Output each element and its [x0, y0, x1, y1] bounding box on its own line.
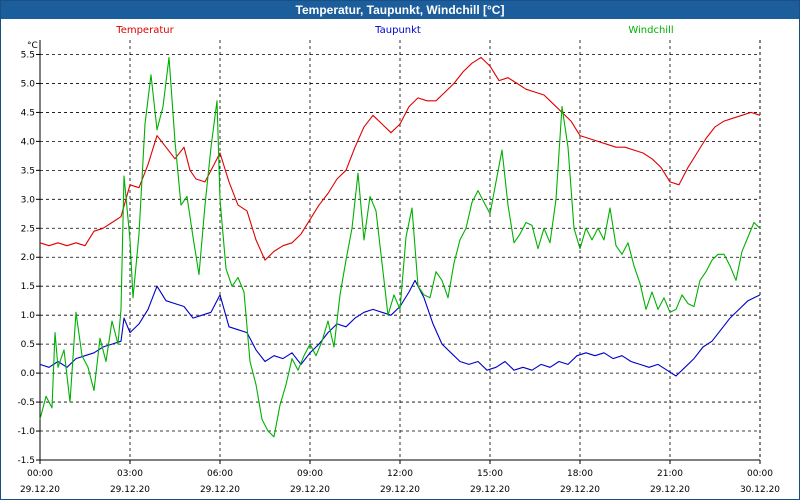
x-tick-time-label: 21:00: [657, 469, 683, 479]
x-tick-time-label: 03:00: [117, 469, 143, 479]
x-tick-date-label: 29.12.20: [380, 485, 420, 495]
series-line-windchill: [39, 56, 761, 438]
x-tick-date-label: 29.12.20: [110, 485, 150, 495]
legend-entry-taupunkt: Taupunkt: [374, 25, 421, 36]
x-tick-date-label: 29.12.20: [290, 485, 330, 495]
x-tick-date-label: 29.12.20: [20, 485, 60, 495]
x-tick-time-label: 15:00: [477, 469, 503, 479]
x-tick-date-label: 29.12.20: [650, 485, 690, 495]
y-tick-label: 1.0: [21, 311, 36, 321]
legend-entry-windchill: Windchill: [628, 25, 673, 36]
x-tick-time-label: 00:00: [747, 469, 773, 479]
x-tick-time-label: 12:00: [387, 469, 413, 479]
y-tick-labels: -1.5 -1.0 -0.5 0.0 0.5 1.0 1.5 2.0 2.5 3.0 3.5 4.0 4…: [17, 50, 35, 466]
x-tick-labels: 00:00 29.12.20 03:00 29.12.20 06:00 29.12.20 0…: [20, 469, 780, 495]
y-tick-label: -1.5: [17, 456, 35, 466]
y-tick-label: 0.5: [21, 340, 35, 350]
y-tick-label: 5.5: [21, 50, 35, 60]
x-tick-date-label: 29.12.20: [200, 485, 240, 495]
y-tick-label: 2.5: [21, 224, 35, 234]
series-line-taupunkt: [39, 279, 761, 377]
legend: Temperatur Taupunkt Windchill: [115, 25, 673, 36]
y-tick-label: 2.0: [21, 253, 36, 263]
x-tick-date-label: 29.12.20: [560, 485, 600, 495]
series-line-temperatur: [39, 56, 761, 261]
chart-title: Temperatur, Taupunkt, Windchill [°C]: [1, 1, 799, 19]
y-tick-label: 4.0: [21, 137, 36, 147]
series-lines: [39, 56, 761, 438]
x-tick-time-label: 06:00: [207, 469, 233, 479]
x-tick-time-label: 18:00: [567, 469, 593, 479]
legend-entry-temperatur: Temperatur: [115, 25, 174, 36]
y-tick-label: -0.5: [17, 398, 35, 408]
axes: [36, 40, 761, 464]
y-tick-label: 0.0: [21, 369, 36, 379]
y-tick-label: 3.0: [21, 195, 36, 205]
y-tick-label: 4.5: [21, 108, 35, 118]
x-tick-date-label: 29.12.20: [470, 485, 510, 495]
y-tick-label: 3.5: [21, 166, 35, 176]
y-tick-label: 1.5: [21, 282, 35, 292]
y-tick-label: 5.0: [21, 79, 36, 89]
x-tick-time-label: 09:00: [297, 469, 323, 479]
y-axis-unit-label: °C: [27, 41, 38, 51]
x-tick-date-label: 30.12.20: [740, 485, 780, 495]
x-tick-time-label: 00:00: [27, 469, 53, 479]
y-tick-label: -1.0: [17, 427, 35, 437]
